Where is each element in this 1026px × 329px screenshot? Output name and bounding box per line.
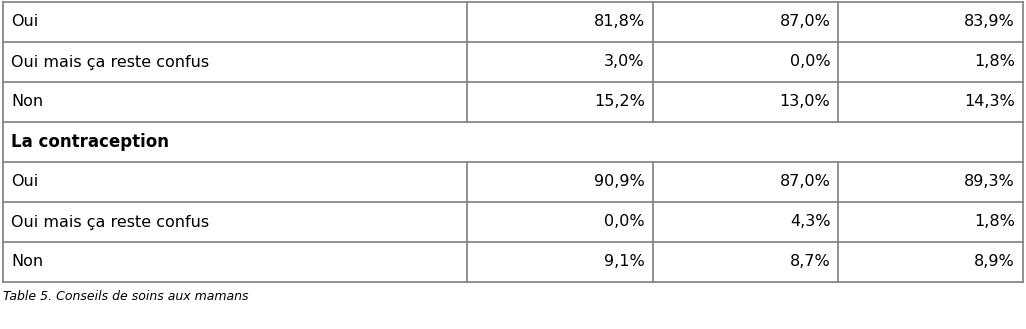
Text: 0,0%: 0,0% [790,55,830,69]
Text: 14,3%: 14,3% [964,94,1015,110]
Text: 15,2%: 15,2% [594,94,644,110]
Text: Oui: Oui [11,174,38,190]
Text: 9,1%: 9,1% [604,255,644,269]
Text: 0,0%: 0,0% [604,215,644,230]
Text: Non: Non [11,94,43,110]
Text: 8,7%: 8,7% [790,255,830,269]
Text: 89,3%: 89,3% [964,174,1015,190]
Text: Oui mais ça reste confus: Oui mais ça reste confus [11,55,209,69]
Text: 8,9%: 8,9% [975,255,1015,269]
Text: 3,0%: 3,0% [604,55,644,69]
Text: 83,9%: 83,9% [964,14,1015,30]
Text: 87,0%: 87,0% [780,174,830,190]
Text: 1,8%: 1,8% [974,55,1015,69]
Text: 1,8%: 1,8% [974,215,1015,230]
Text: Oui mais ça reste confus: Oui mais ça reste confus [11,215,209,230]
Text: 13,0%: 13,0% [780,94,830,110]
Text: 4,3%: 4,3% [790,215,830,230]
Text: 81,8%: 81,8% [594,14,644,30]
Text: Non: Non [11,255,43,269]
Text: 90,9%: 90,9% [594,174,644,190]
Text: Oui: Oui [11,14,38,30]
Text: La contraception: La contraception [11,133,169,151]
Text: Table 5. Conseils de soins aux mamans: Table 5. Conseils de soins aux mamans [3,290,248,303]
Text: 87,0%: 87,0% [780,14,830,30]
